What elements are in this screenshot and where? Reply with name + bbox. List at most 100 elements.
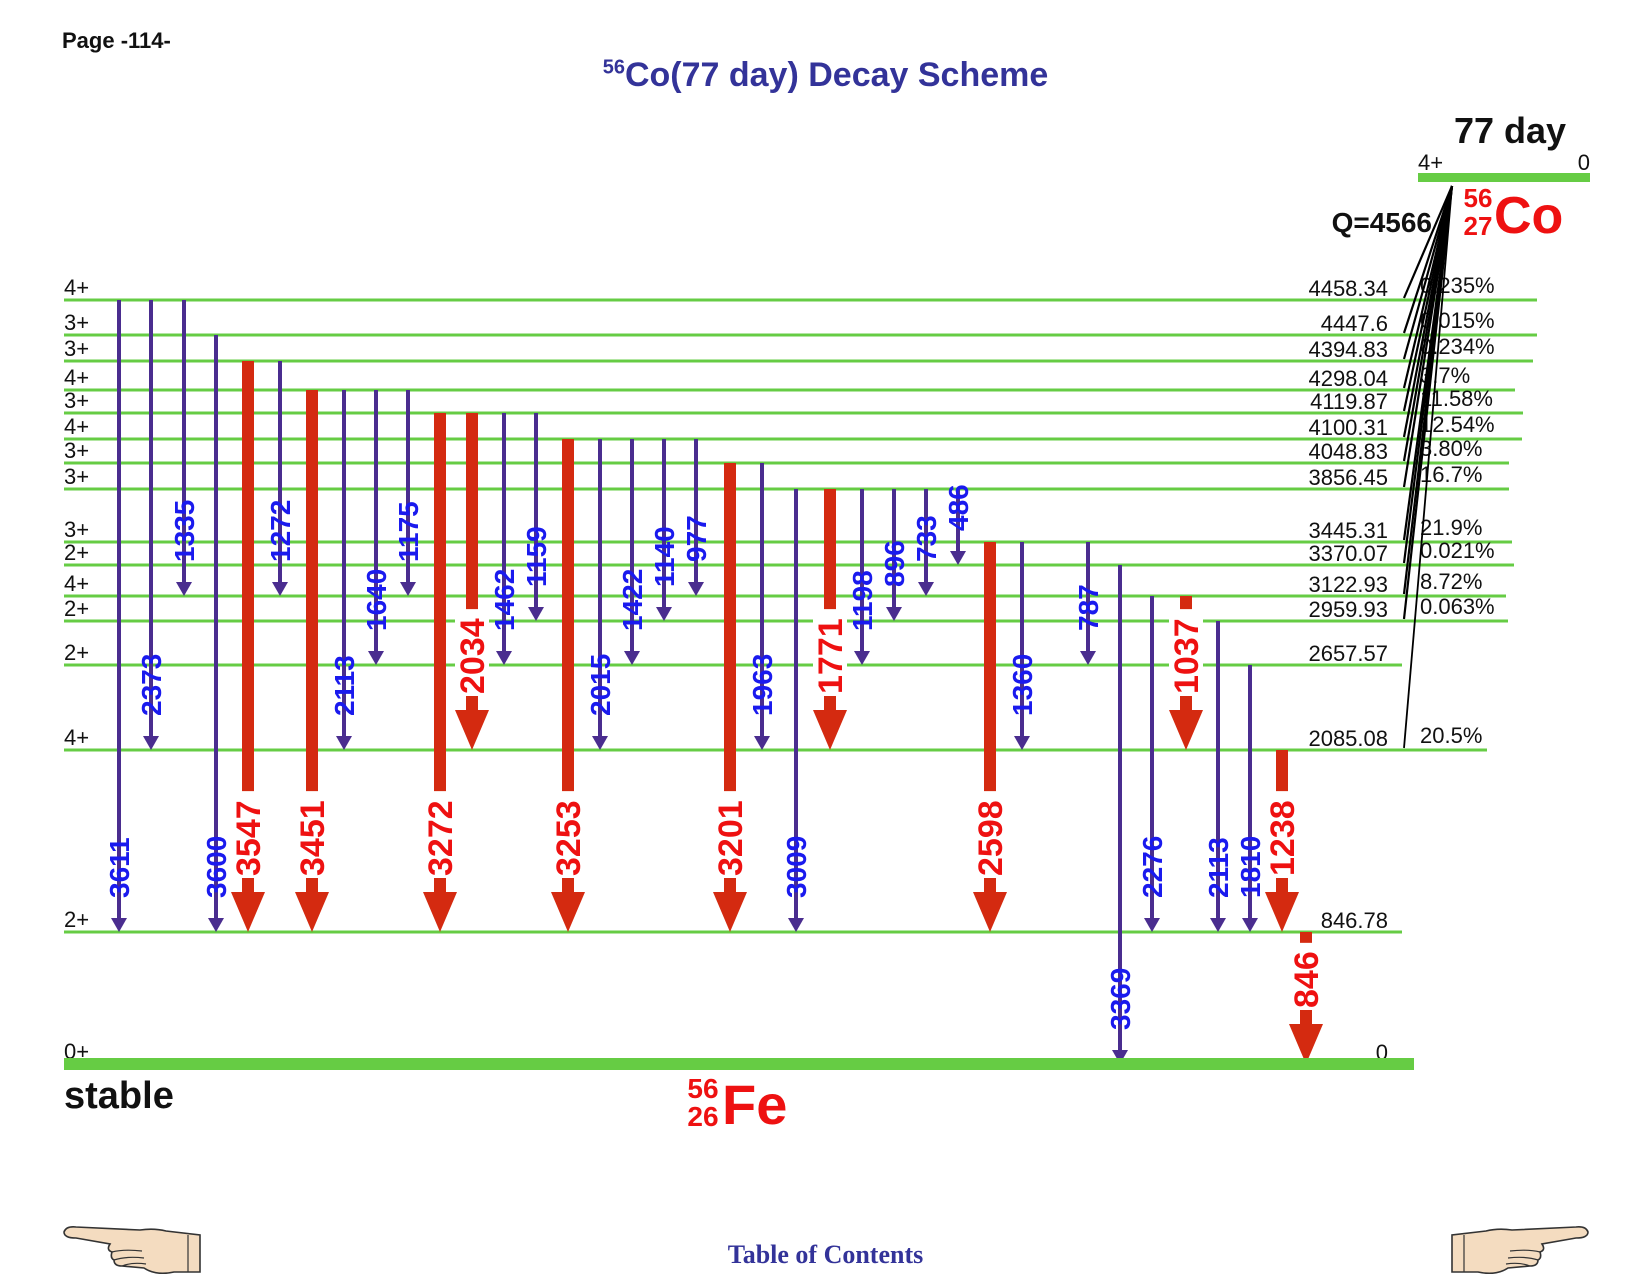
gamma-energy-label: 1037 (1168, 618, 1206, 694)
parent-atomic-number: 27 (1464, 211, 1493, 241)
gamma-transition: 1159 (521, 413, 552, 621)
gamma-energy-label: 733 (911, 515, 942, 562)
gamma-energy-label: 1462 (489, 569, 520, 631)
gamma-arrowhead (496, 651, 512, 665)
gamma-energy-label: 3547 (230, 800, 268, 876)
hand-pointing-right-icon (1451, 1226, 1589, 1275)
gamma-label-backdrop (713, 791, 747, 878)
daughter-symbol: Fe (722, 1073, 787, 1136)
level-spin: 4+ (64, 365, 89, 390)
gamma-energy-label: 1360 (1007, 654, 1038, 716)
gamma-transition: 3369 (1105, 565, 1136, 1064)
gamma-energy-label: 846 (1288, 951, 1326, 1008)
gamma-transition: 3272 (422, 413, 460, 932)
gamma-line (562, 439, 574, 892)
gamma-transition: 1810 (1235, 665, 1266, 932)
level-spin: 4+ (64, 571, 89, 596)
gamma-transition: 2113 (329, 390, 360, 750)
gamma-label-backdrop (295, 791, 329, 878)
gamma-transition: 896 (879, 489, 910, 621)
level-energy: 2959.93 (1308, 597, 1388, 622)
beta-intensity: 0.063% (1420, 594, 1495, 619)
gamma-transition: 1272 (265, 361, 296, 596)
level-energy: 4458.34 (1308, 276, 1388, 301)
gamma-arrowhead (854, 651, 870, 665)
gamma-label-backdrop (231, 791, 265, 878)
gamma-transition: 2598 (972, 542, 1010, 932)
gamma-transition: 1140 (649, 439, 680, 621)
gamma-transition: 3611 (104, 300, 135, 932)
gamma-transition: 2373 (136, 300, 167, 750)
gamma-arrowhead (656, 607, 672, 621)
gamma-label-backdrop (1265, 791, 1299, 878)
gamma-energy-label: 1640 (361, 569, 392, 631)
gamma-arrowhead (1265, 892, 1299, 932)
gamma-energy-label: 1272 (265, 500, 296, 562)
next-page-button[interactable] (1448, 1222, 1590, 1279)
beta-branch-line (1402, 185, 1454, 334)
gamma-transition: 1335 (169, 300, 200, 596)
toc-link-wrapper: Table of Contents (0, 1240, 1651, 1270)
gamma-transition: 2034 (454, 413, 492, 750)
level-energy: 2085.08 (1308, 726, 1388, 751)
table-of-contents-link[interactable]: Table of Contents (727, 1240, 924, 1269)
level-energy: 4100.31 (1308, 415, 1388, 440)
gamma-energy-label: 3272 (422, 800, 460, 876)
q-value: Q=4566 (1332, 207, 1432, 238)
gamma-transition: 977 (681, 439, 712, 596)
gamma-arrowhead (551, 892, 585, 932)
gamma-energy-label: 3451 (294, 800, 332, 876)
gamma-transition: 2015 (585, 439, 616, 750)
gamma-arrowhead (713, 892, 747, 932)
level-spin: 3+ (64, 517, 89, 542)
gamma-arrowhead (950, 551, 966, 565)
previous-page-button[interactable] (62, 1222, 204, 1279)
level-spin: 4+ (64, 725, 89, 750)
daughter-atomic-number: 26 (687, 1101, 718, 1132)
hand-pointing-left-icon (63, 1226, 201, 1275)
gamma-arrowhead (886, 607, 902, 621)
gamma-label-backdrop (423, 791, 457, 878)
level-energy: 4119.87 (1310, 389, 1388, 414)
level-energy: 3445.31 (1308, 518, 1388, 543)
gamma-energy-label: 1238 (1264, 800, 1302, 876)
beta-branch-line (1402, 185, 1454, 488)
gamma-transition: 846 (1288, 932, 1326, 1064)
gamma-energy-label: 2598 (972, 800, 1010, 876)
level-energy: 4447.6 (1321, 311, 1388, 336)
ground-level-bar (64, 1058, 1414, 1070)
gamma-transition: 3201 (712, 463, 750, 932)
gamma-arrowhead (788, 918, 804, 932)
gamma-energy-label: 2015 (585, 654, 616, 716)
level-energy: 4394.83 (1308, 337, 1388, 362)
level-spin: 2+ (64, 907, 89, 932)
level-energy: 3370.07 (1308, 541, 1388, 566)
decay-scheme-diagram: 4+ 4458.34 3+ 4447.6 3+ 4394.83 4+ 4298.04 3+ 411… (64, 110, 1590, 1136)
gamma-energy-label: 3600 (201, 836, 232, 898)
gamma-arrowhead (400, 582, 416, 596)
gamma-transition: 1037 (1168, 596, 1206, 750)
gamma-energy-label: 787 (1073, 584, 1104, 631)
gamma-label-backdrop (1289, 942, 1323, 1010)
gamma-energy-label: 1140 (649, 526, 680, 587)
page-title: 56Co(77 day) Decay Scheme (0, 56, 1651, 95)
stable-label: stable (64, 1075, 174, 1117)
gamma-label-backdrop (813, 609, 847, 696)
gamma-arrowhead (1242, 918, 1258, 932)
beta-intensity: 21.9% (1420, 515, 1482, 540)
gamma-arrowhead (973, 892, 1007, 932)
gamma-energy-label: 3369 (1105, 968, 1136, 1030)
gamma-transition: 1422 (617, 439, 648, 665)
gamma-transition: 1462 (489, 413, 520, 665)
beta-intensity: 0.021% (1420, 538, 1495, 563)
parent-halflife: 77 day (1454, 110, 1566, 151)
gamma-energy-label: 1963 (747, 654, 778, 716)
gamma-arrowhead (813, 710, 847, 750)
gamma-energy-label: 2373 (136, 654, 167, 716)
beta-branches: 0.235%0.015%0.234%3.7%11.58%12.54%3.80%1… (1402, 185, 1495, 749)
gamma-arrowhead (231, 892, 265, 932)
page-label: Page -114- (62, 28, 171, 53)
gamma-arrowhead (592, 736, 608, 750)
gamma-arrowhead (624, 651, 640, 665)
gamma-arrowhead (1014, 736, 1030, 750)
